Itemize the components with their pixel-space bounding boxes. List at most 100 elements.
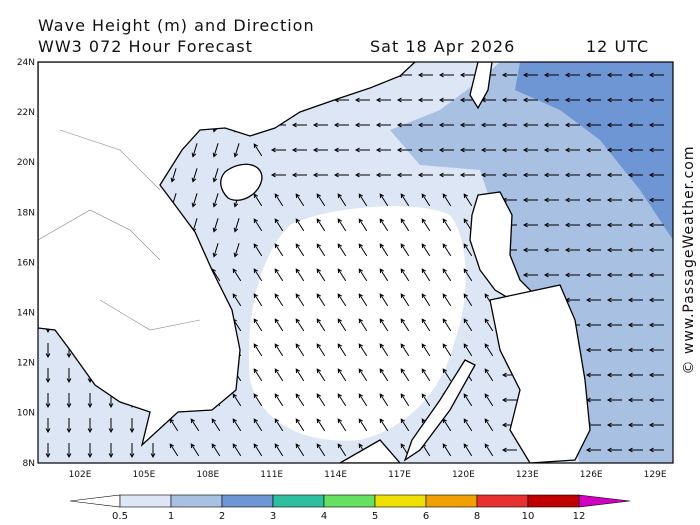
wave-arrow xyxy=(400,243,410,257)
lon-label: 102E xyxy=(69,470,92,480)
wave-arrow xyxy=(379,193,389,207)
wave-arrow xyxy=(417,72,433,78)
colorbar-label: 6 xyxy=(423,511,429,522)
wave-arrow xyxy=(463,393,473,407)
colorbar-segment xyxy=(323,494,376,508)
wave-arrow xyxy=(45,443,51,459)
wave-arrow xyxy=(459,122,475,128)
wave-arrow xyxy=(522,172,538,178)
wave-arrow xyxy=(627,222,643,228)
wave-arrow xyxy=(606,447,622,453)
wave-arrow xyxy=(585,247,601,253)
wave-arrow xyxy=(212,168,219,183)
colorbar-label: 12 xyxy=(573,511,586,522)
wave-arrow xyxy=(45,393,51,409)
wave-arrow xyxy=(295,218,305,232)
wave-arrow xyxy=(501,147,517,153)
wave-arrow xyxy=(480,147,496,153)
wave-arrow xyxy=(379,318,389,332)
wave-arrow xyxy=(463,343,473,357)
wave-arrow xyxy=(233,218,240,233)
wave-arrow xyxy=(170,168,177,183)
wave-arrow xyxy=(606,247,622,253)
wave-arrow xyxy=(129,418,135,434)
colorbar-segment xyxy=(374,494,427,508)
wave-arrow xyxy=(316,393,326,407)
wave-arrow xyxy=(585,272,601,278)
wave-arrow xyxy=(585,222,601,228)
wave-arrow xyxy=(400,418,410,432)
wave-arrow xyxy=(648,222,664,228)
wave-arrow xyxy=(337,368,347,382)
wave-arrow xyxy=(421,268,431,282)
wave-arrow xyxy=(232,268,242,282)
moderate-area xyxy=(390,62,673,463)
wave-arrow xyxy=(316,343,326,357)
wave-arrow xyxy=(295,343,305,357)
wave-arrow xyxy=(627,447,643,453)
wave-arrow xyxy=(400,218,410,232)
wave-arrow xyxy=(585,297,601,303)
time: 12 UTC xyxy=(586,37,649,56)
wave-arrow xyxy=(648,297,664,303)
wave-arrow xyxy=(648,97,664,103)
taiwan xyxy=(469,62,493,110)
wave-arrow xyxy=(648,197,664,203)
wave-arrow xyxy=(543,197,559,203)
wave-arrow xyxy=(585,122,601,128)
wave-arrow xyxy=(358,243,368,257)
wave-arrow xyxy=(606,122,622,128)
wave-arrow xyxy=(87,443,93,459)
visayas-mindanao xyxy=(489,284,591,463)
wave-arrow xyxy=(543,97,559,103)
wave-arrow xyxy=(442,343,452,357)
wave-arrow xyxy=(212,143,219,158)
wave-arrow xyxy=(543,147,559,153)
wave-arrow xyxy=(627,197,643,203)
wave-arrow xyxy=(606,372,622,378)
wave-arrow xyxy=(232,443,242,457)
wave-arrow xyxy=(463,243,473,257)
wave-arrow xyxy=(442,293,452,307)
wave-arrow xyxy=(648,347,664,353)
borneo xyxy=(338,439,401,463)
wave-arrow xyxy=(108,418,114,434)
map-area xyxy=(38,62,673,463)
wave-arrow xyxy=(463,293,473,307)
title: Wave Height (m) and Direction xyxy=(38,16,315,35)
wave-arrow xyxy=(480,122,496,128)
wave-arrow xyxy=(274,318,284,332)
wave-arrow xyxy=(442,218,452,232)
wave-arrow xyxy=(543,222,559,228)
wave-arrow xyxy=(585,447,601,453)
wave-arrow xyxy=(87,393,93,409)
wave-arrow xyxy=(45,418,51,434)
wave-arrow xyxy=(648,397,664,403)
wave-arrow xyxy=(585,347,601,353)
lon-label: 114E xyxy=(324,470,347,480)
wave-arrow xyxy=(253,318,263,332)
wave-arrow xyxy=(522,197,538,203)
wave-arrow xyxy=(354,147,370,153)
wave-arrow xyxy=(191,143,198,158)
wave-arrow xyxy=(484,393,494,407)
wave-arrow xyxy=(108,443,114,459)
wave-arrow xyxy=(438,147,454,153)
credit: © www.PassageWeather.com xyxy=(681,145,697,374)
wave-arrow xyxy=(274,268,284,282)
wave-arrow xyxy=(627,272,643,278)
colorbar-label: 1 xyxy=(168,511,174,522)
colorbar-label: 2 xyxy=(219,511,225,522)
wave-arrow xyxy=(337,343,347,357)
wave-arrow xyxy=(337,393,347,407)
wave-arrow xyxy=(421,243,431,257)
wave-arrow xyxy=(417,97,433,103)
wave-arrow xyxy=(354,172,370,178)
wave-arrow xyxy=(585,72,601,78)
wave-arrow xyxy=(316,243,326,257)
wave-arrow xyxy=(253,143,263,157)
wave-arrow xyxy=(585,172,601,178)
wave-arrow xyxy=(295,268,305,282)
wave-arrow xyxy=(169,443,179,457)
wave-arrow xyxy=(379,243,389,257)
